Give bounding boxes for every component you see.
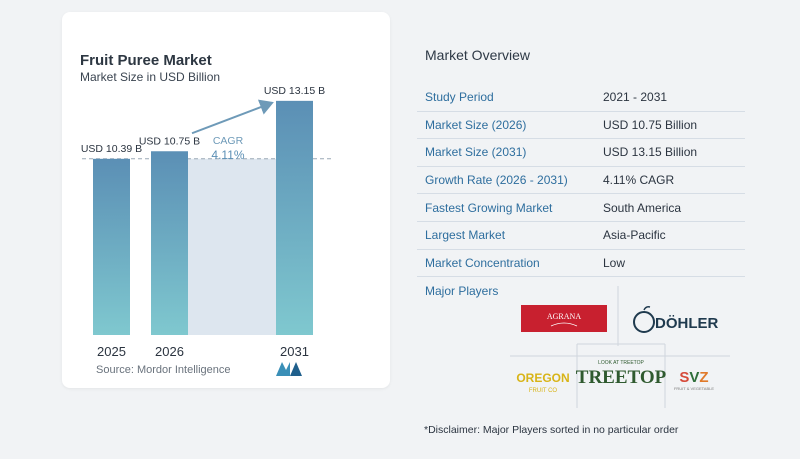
bar-2026 xyxy=(151,151,188,335)
row-value: 2021 - 2031 xyxy=(603,90,668,105)
source-text: Source: Mordor Intelligence xyxy=(96,364,231,376)
overview-row: Largest Market Asia-Pacific xyxy=(417,222,745,250)
overview-title: Market Overview xyxy=(425,47,531,63)
row-label: Fastest Growing Market xyxy=(425,200,553,215)
players-logo-grid: AGRANA DÖHLER OREGON FRUIT CO LOOK AT TR… xyxy=(510,286,730,408)
overview-row: Growth Rate (2026 - 2031) 4.11% CAGR xyxy=(417,167,745,195)
dohler-logo: DÖHLER xyxy=(633,306,719,333)
value-label-2031: USD 13.15 B xyxy=(264,85,325,97)
svz-logo: SVZ SVZ FRUIT & VEGETABLE xyxy=(674,369,714,391)
row-label: Market Concentration xyxy=(425,255,540,270)
svg-text:LOOK AT TREETOP: LOOK AT TREETOP xyxy=(598,360,644,366)
row-label: Growth Rate (2026 - 2031) xyxy=(425,173,568,188)
treetop-logo: LOOK AT TREETOP TREETOP xyxy=(576,360,667,388)
overview-row: Fastest Growing Market South America xyxy=(417,194,745,222)
bar-2025 xyxy=(93,158,130,335)
cagr-label: CAGR xyxy=(213,135,244,147)
svg-text:SVZ: SVZ xyxy=(679,369,708,386)
chart-subtitle: Market Size in USD Billion xyxy=(80,70,221,84)
overview-row: Market Size (2031) USD 13.15 Billion xyxy=(417,139,745,167)
row-label: Market Size (2026) xyxy=(425,117,527,132)
row-value: 4.11% CAGR xyxy=(603,173,675,188)
row-value: USD 10.75 Billion xyxy=(603,117,698,132)
overview-row: Market Concentration Low xyxy=(417,250,745,278)
row-label: Largest Market xyxy=(425,228,506,243)
overview-table: Study Period 2021 - 2031 Market Size (202… xyxy=(417,84,745,278)
row-label: Study Period xyxy=(425,90,494,105)
oregon-logo: OREGON FRUIT CO xyxy=(516,371,569,394)
mordor-logo-icon xyxy=(276,362,302,376)
svg-text:FRUIT CO: FRUIT CO xyxy=(529,388,558,394)
category-label-2031: 2031 xyxy=(280,344,309,359)
svg-text:FRUIT & VEGETABLE: FRUIT & VEGETABLE xyxy=(674,386,714,391)
cagr-arrow xyxy=(191,99,274,135)
bar-2031 xyxy=(276,100,313,335)
overview-row: Study Period 2021 - 2031 xyxy=(417,84,745,112)
value-label-2026: USD 10.75 B xyxy=(139,135,200,147)
chart-title: Fruit Puree Market xyxy=(80,52,212,69)
treetop-logo-text: TREETOP xyxy=(576,367,667,388)
chart-card: Fruit Puree Market Market Size in USD Bi… xyxy=(62,12,390,388)
agrana-logo: AGRANA xyxy=(521,305,607,332)
cagr-value: 4.11% xyxy=(211,148,244,162)
row-value: USD 13.15 Billion xyxy=(603,145,698,160)
category-label-2026: 2026 xyxy=(155,344,184,359)
row-label: Market Size (2031) xyxy=(425,145,527,160)
oregon-logo-text: OREGON xyxy=(516,371,569,385)
disclaimer-text: *Disclaimer: Major Players sorted in no … xyxy=(424,424,679,436)
agrana-logo-text: AGRANA xyxy=(547,312,581,321)
reference-band xyxy=(188,158,276,335)
bar-chart: USD 10.39 B 2025 USD 10.75 B 2026 USD 13.15 … xyxy=(81,85,334,359)
row-value: South America xyxy=(603,200,682,215)
overview-row: Market Size (2026) USD 10.75 Billion xyxy=(417,112,745,140)
value-label-2025: USD 10.39 B xyxy=(81,143,142,155)
dohler-logo-text: DÖHLER xyxy=(655,315,719,332)
row-value: Asia-Pacific xyxy=(603,228,666,243)
major-players-label: Major Players xyxy=(425,284,499,298)
category-label-2025: 2025 xyxy=(97,344,126,359)
row-value: Low xyxy=(603,255,626,270)
